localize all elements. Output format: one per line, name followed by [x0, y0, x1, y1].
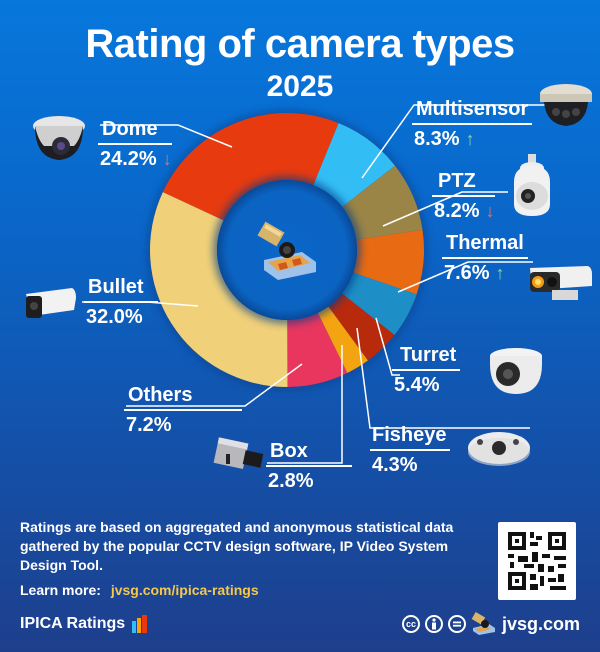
page-title: Rating of camera types [85, 22, 515, 66]
slice-multisensor [313, 123, 395, 207]
slice-bullet [150, 192, 288, 387]
slice-thermal [353, 229, 425, 295]
label-multisensor: Multisensor 8.3% ↑ [412, 98, 533, 151]
label-others-name: Others [124, 384, 243, 411]
dome-camera-icon [33, 116, 85, 160]
box-camera-icon [213, 437, 264, 470]
trend-down-icon: ↓ [485, 201, 495, 221]
label-multisensor-name: Multisensor [412, 98, 533, 125]
label-ptz: PTZ 8.2% ↓ [432, 170, 495, 223]
label-thermal-value: 7.6% [444, 262, 490, 284]
label-bullet: Bullet 32.0% [84, 276, 158, 329]
trend-up-icon: ↑ [465, 129, 475, 149]
site-link[interactable]: jvsg.com [501, 613, 580, 634]
no-derivatives-icon [447, 615, 466, 633]
cc-icon: cc [401, 615, 420, 633]
learn-more-label: Learn more: [20, 582, 101, 598]
brand-name: IPICA Ratings [20, 615, 126, 632]
multisensor-camera-icon [540, 84, 592, 126]
qr-code-icon [508, 532, 566, 590]
fisheye-camera-icon [468, 432, 530, 466]
label-thermal-name: Thermal [442, 232, 528, 259]
label-fisheye-value: 4.3% [372, 454, 418, 476]
label-thermal: Thermal 7.6% ↑ [442, 232, 528, 285]
label-ptz-value: 8.2% [434, 200, 480, 222]
learn-more: Learn more: jvsg.com/ipica-ratings [20, 582, 259, 598]
thermal-camera-icon [530, 266, 592, 300]
label-dome: Dome 24.2% ↓ [98, 118, 172, 171]
label-others-value: 7.2% [126, 414, 172, 436]
trend-up-icon: ↑ [495, 263, 505, 283]
label-multisensor-value: 8.3% [414, 128, 460, 150]
label-bullet-value: 32.0% [86, 306, 143, 328]
bar-chart-icon [132, 615, 148, 633]
label-turret-name: Turret [392, 344, 461, 371]
learn-more-link[interactable]: jvsg.com/ipica-ratings [110, 582, 259, 598]
label-box-name: Box [266, 440, 352, 467]
site-footer: cc jvsg.com [401, 612, 580, 636]
slice-dome [162, 113, 339, 221]
label-box: Box 2.8% [266, 440, 352, 493]
slice-turret [341, 272, 417, 335]
label-dome-value: 24.2% [100, 148, 157, 170]
slice-fisheye [328, 293, 395, 361]
label-dome-name: Dome [98, 118, 172, 145]
label-ptz-name: PTZ [432, 170, 495, 197]
slice-box [317, 306, 368, 374]
brand: IPICA Ratings [20, 615, 149, 633]
slice-ptz [342, 165, 423, 240]
label-turret-value: 5.4% [394, 374, 440, 396]
bullet-camera-icon [26, 288, 76, 318]
trend-down-icon: ↓ [162, 149, 172, 169]
slice-others [287, 312, 348, 387]
attribution-icon [424, 615, 443, 633]
label-fisheye-name: Fisheye [370, 424, 451, 451]
label-turret: Turret 5.4% [392, 344, 461, 397]
jvsg-logo-icon [471, 612, 495, 635]
center-logo-icon [257, 221, 316, 280]
qr-code[interactable] [498, 522, 576, 600]
label-bullet-name: Bullet [84, 276, 158, 303]
ptz-camera-icon [514, 154, 550, 216]
page-subtitle-year: 2025 [266, 70, 334, 103]
label-others: Others 7.2% [124, 384, 243, 437]
label-box-value: 2.8% [268, 470, 314, 492]
footer-description: Ratings are based on aggregated and anon… [20, 519, 454, 573]
turret-camera-icon [490, 348, 542, 394]
label-fisheye: Fisheye 4.3% [370, 424, 451, 477]
